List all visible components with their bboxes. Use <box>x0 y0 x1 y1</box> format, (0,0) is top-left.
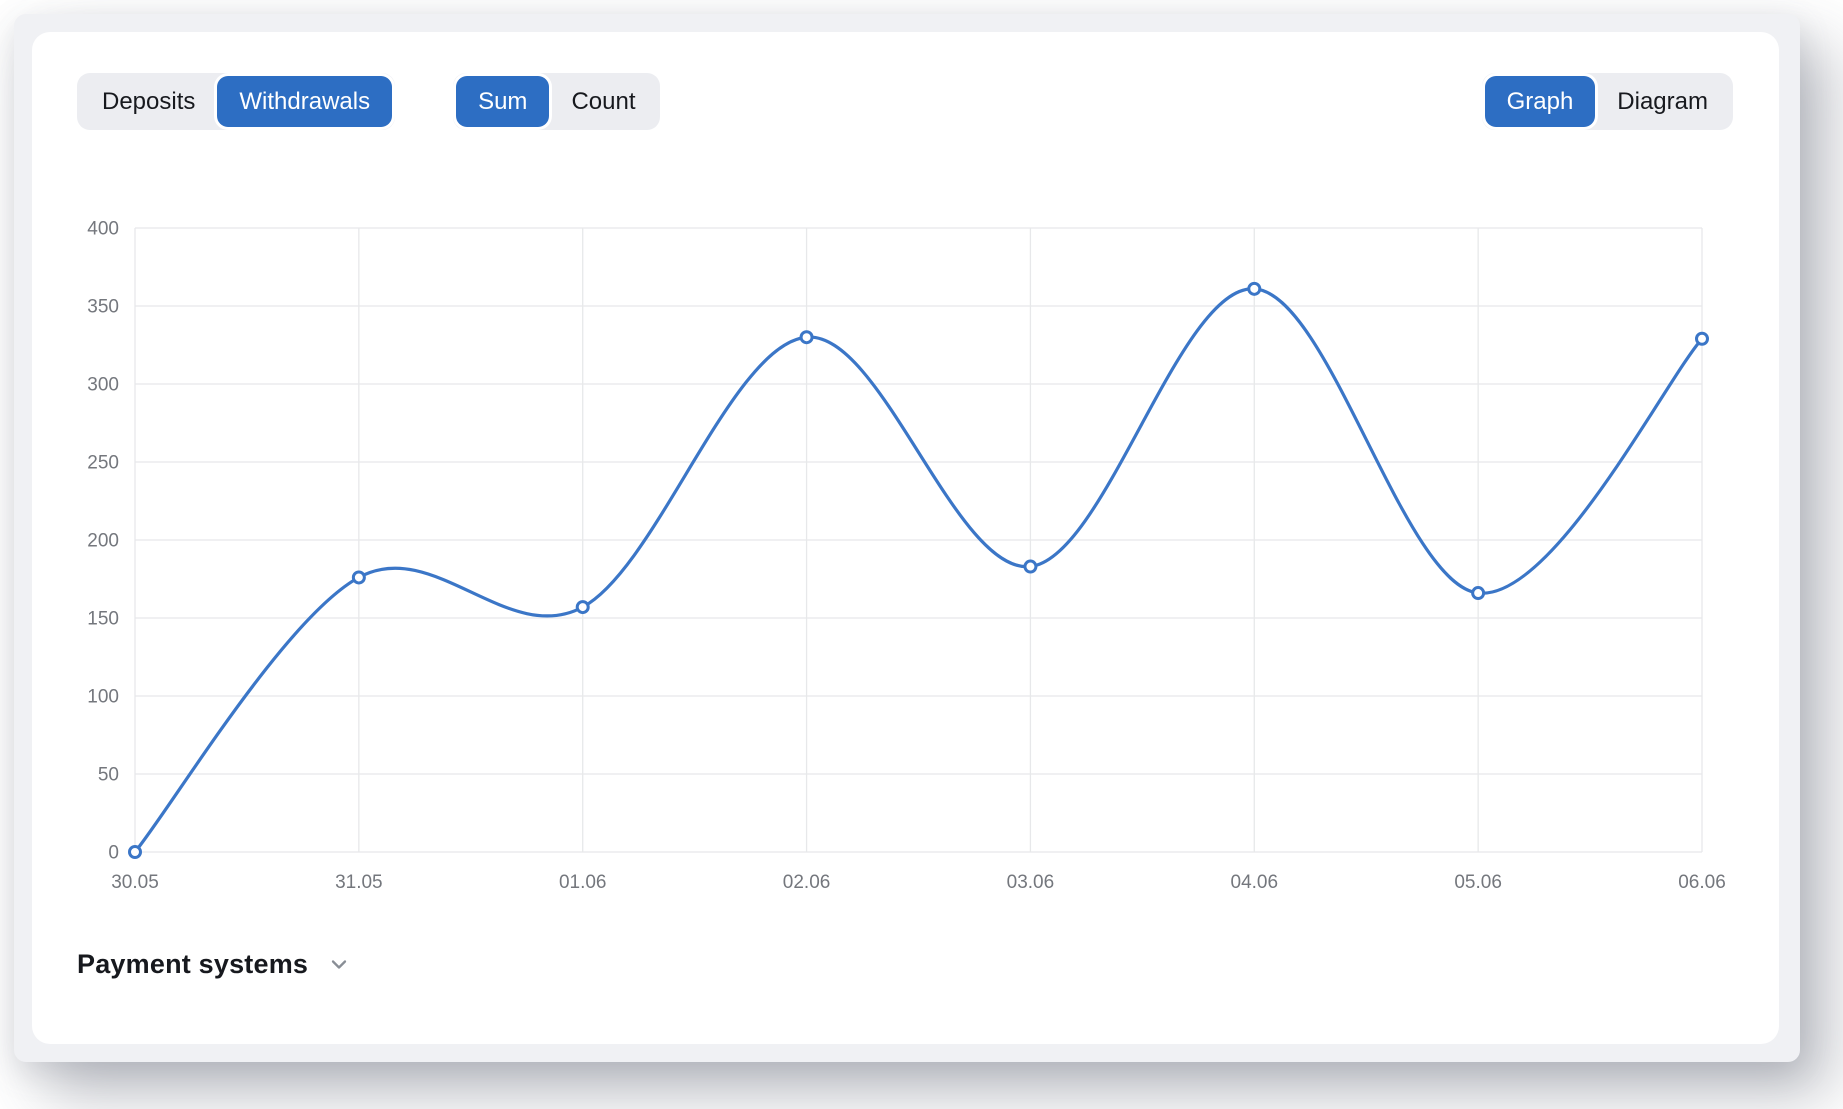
svg-text:01.06: 01.06 <box>559 872 607 893</box>
svg-text:31.05: 31.05 <box>335 872 383 893</box>
svg-text:350: 350 <box>87 297 119 318</box>
chart-toolbar: Deposits Withdrawals Sum Count Graph Dia… <box>77 73 1733 130</box>
aggregation-toggle: Sum Count <box>453 73 661 130</box>
svg-text:250: 250 <box>87 453 119 474</box>
svg-text:06.06: 06.06 <box>1678 872 1726 893</box>
app-background-panel: Deposits Withdrawals Sum Count Graph Dia… <box>14 14 1800 1062</box>
withdrawals-button[interactable]: Withdrawals <box>217 76 393 127</box>
sum-button[interactable]: Sum <box>456 76 550 127</box>
svg-text:300: 300 <box>87 375 119 396</box>
svg-text:50: 50 <box>98 765 119 786</box>
svg-text:05.06: 05.06 <box>1454 872 1502 893</box>
deposits-button[interactable]: Deposits <box>80 76 217 127</box>
svg-text:30.05: 30.05 <box>111 872 159 893</box>
diagram-button[interactable]: Diagram <box>1595 76 1730 127</box>
transaction-type-toggle: Deposits Withdrawals <box>77 73 396 130</box>
count-button[interactable]: Count <box>549 76 657 127</box>
svg-text:150: 150 <box>87 609 119 630</box>
chart-card: Deposits Withdrawals Sum Count Graph Dia… <box>32 32 1779 1044</box>
line-chart: 0 50 100 150 200 250 300 350 400 30.05 31.05 01.06 0… <box>87 219 1726 894</box>
svg-text:400: 400 <box>87 219 119 240</box>
svg-text:200: 200 <box>87 531 119 552</box>
chevron-down-icon <box>331 960 347 969</box>
graph-button[interactable]: Graph <box>1484 76 1596 127</box>
svg-text:04.06: 04.06 <box>1231 872 1279 893</box>
view-mode-toggle: Graph Diagram <box>1481 73 1733 130</box>
svg-text:03.06: 03.06 <box>1007 872 1055 893</box>
svg-text:0: 0 <box>108 843 119 864</box>
payment-systems-section-header[interactable]: Payment systems <box>77 942 352 986</box>
svg-text:02.06: 02.06 <box>783 872 831 893</box>
svg-text:100: 100 <box>87 687 119 708</box>
payment-systems-label: Payment systems <box>77 948 309 979</box>
